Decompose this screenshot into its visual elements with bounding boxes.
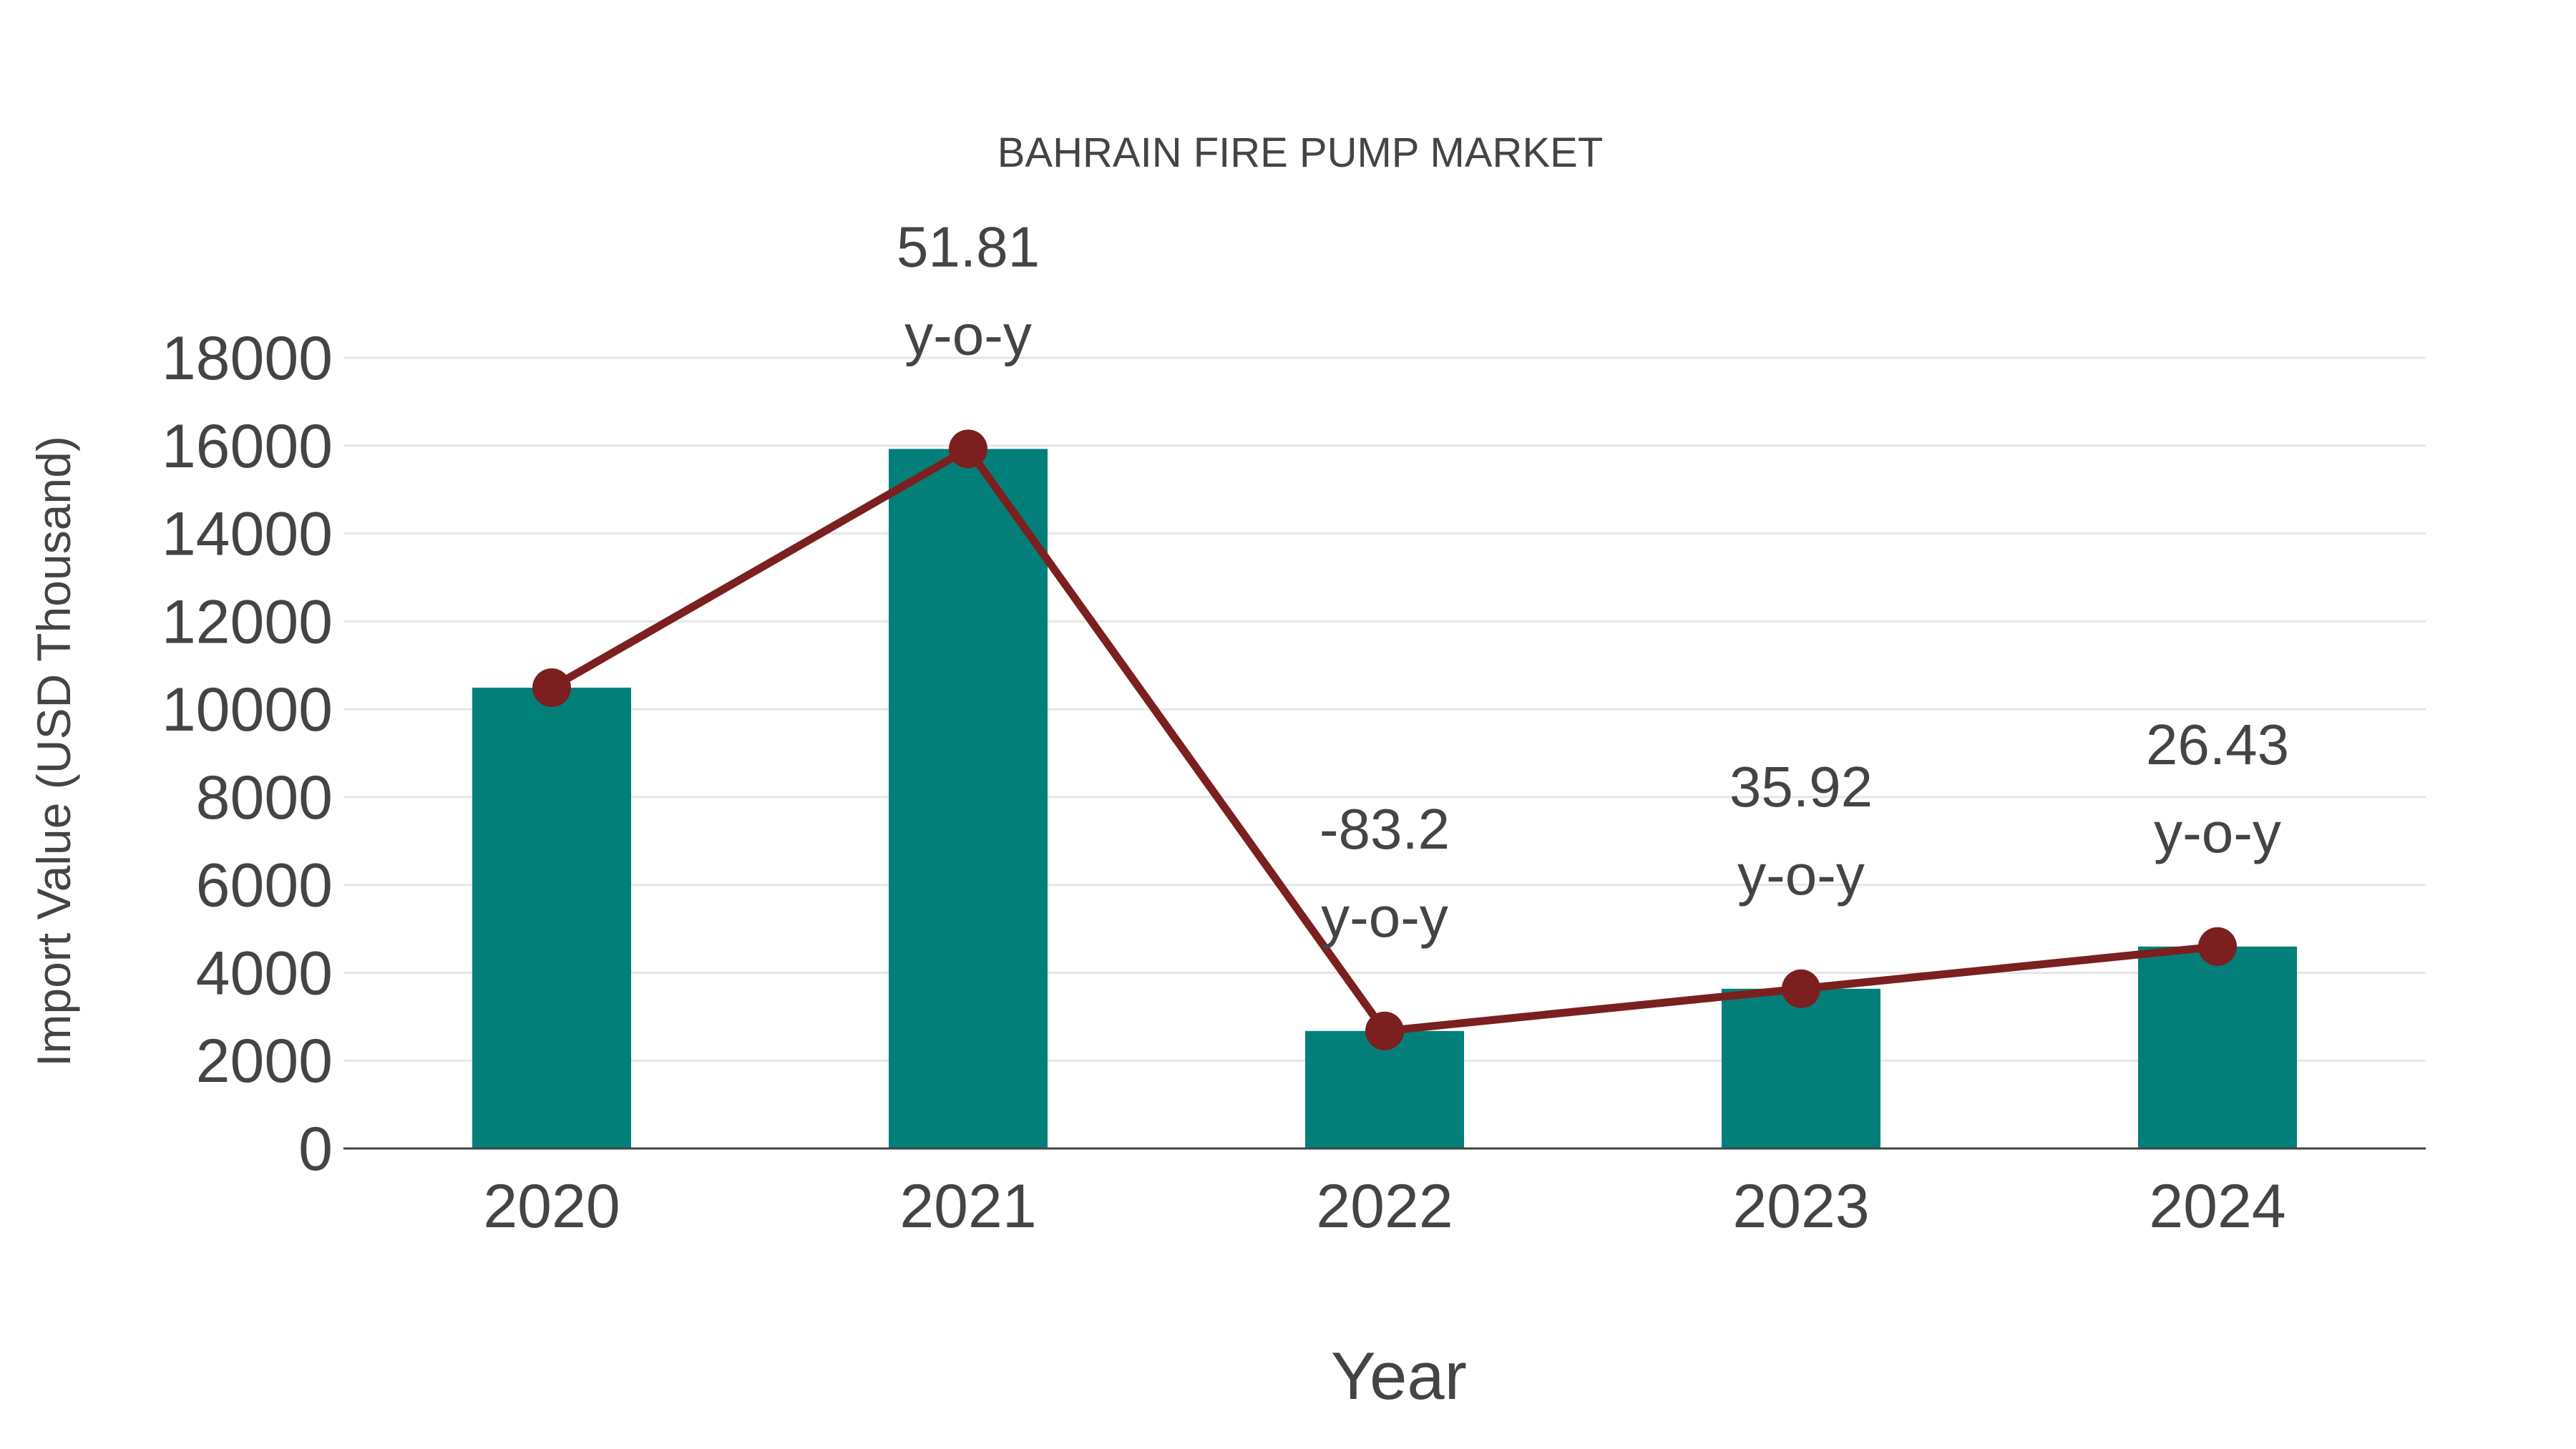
y-tick-label: 14000 (162, 500, 333, 569)
y-tick-label: 10000 (162, 675, 333, 744)
gridlines (343, 356, 2426, 1062)
x-axis-ticks: 2020 2021 2022 2023 2024 (483, 1172, 2285, 1241)
bar-2024 (2138, 946, 2297, 1148)
trend-marker (1782, 969, 1820, 1008)
x-tick-label: 2021 (899, 1172, 1036, 1241)
trend-marker (2198, 927, 2237, 966)
trend-marker (1365, 1011, 1404, 1050)
y-tick-label: 0 (298, 1115, 333, 1184)
x-tick-label: 2022 (1316, 1172, 1453, 1241)
yoy-annotations: 51.81 y-o-y -83.2 y-o-y 35.92 y-o-y 26.43 y-o-y (897, 215, 2289, 948)
y-tick-label: 12000 (162, 587, 333, 656)
trend-marker (949, 429, 987, 469)
trend-line (532, 429, 2237, 1050)
yoy-label: y-o-y (1321, 885, 1448, 949)
bar-2023 (1722, 988, 1880, 1148)
bar-2022 (1305, 1030, 1464, 1148)
x-tick-label: 2020 (483, 1172, 620, 1241)
chart-title: BAHRAIN FIRE PUMP MARKET (997, 130, 1604, 176)
y-tick-label: 2000 (196, 1027, 333, 1096)
yoy-label: y-o-y (1737, 843, 1865, 907)
y-tick-label: 18000 (162, 324, 333, 393)
trend-marker (532, 668, 571, 708)
y-tick-label: 16000 (162, 412, 333, 481)
yoy-label: y-o-y (904, 303, 1032, 366)
y-tick-label: 8000 (196, 763, 333, 832)
yoy-value: -83.2 (1319, 797, 1450, 861)
y-tick-label: 4000 (196, 939, 333, 1008)
bar-2020 (472, 688, 631, 1148)
yoy-label: y-o-y (2154, 801, 2281, 864)
bars (472, 449, 2297, 1148)
y-axis-ticks: 0 2000 4000 6000 8000 10000 12000 14000 16000 180… (162, 324, 333, 1184)
y-axis-title: Import Value (USD Thousand) (27, 436, 80, 1067)
bar-2021 (889, 449, 1048, 1148)
yoy-value: 51.81 (897, 215, 1040, 278)
yoy-value: 35.92 (1729, 755, 1873, 819)
yoy-value: 26.43 (2146, 713, 2289, 776)
y-tick-label: 6000 (196, 852, 333, 920)
x-axis-title: Year (1331, 1338, 1467, 1413)
x-tick-label: 2023 (1732, 1172, 1869, 1241)
x-tick-label: 2024 (2149, 1172, 2285, 1241)
